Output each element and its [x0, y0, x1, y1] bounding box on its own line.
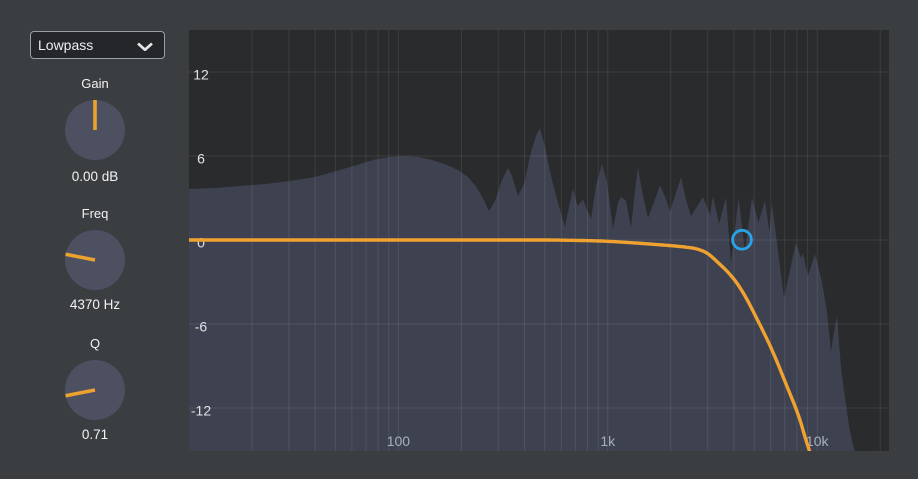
svg-text:10k: 10k — [806, 433, 830, 449]
svg-text:0: 0 — [197, 234, 205, 250]
svg-text:1k: 1k — [600, 433, 616, 449]
svg-text:6: 6 — [197, 150, 205, 166]
svg-text:100: 100 — [387, 433, 411, 449]
svg-text:-6: -6 — [195, 318, 208, 334]
svg-text:12: 12 — [193, 66, 209, 82]
svg-text:-12: -12 — [191, 402, 211, 418]
